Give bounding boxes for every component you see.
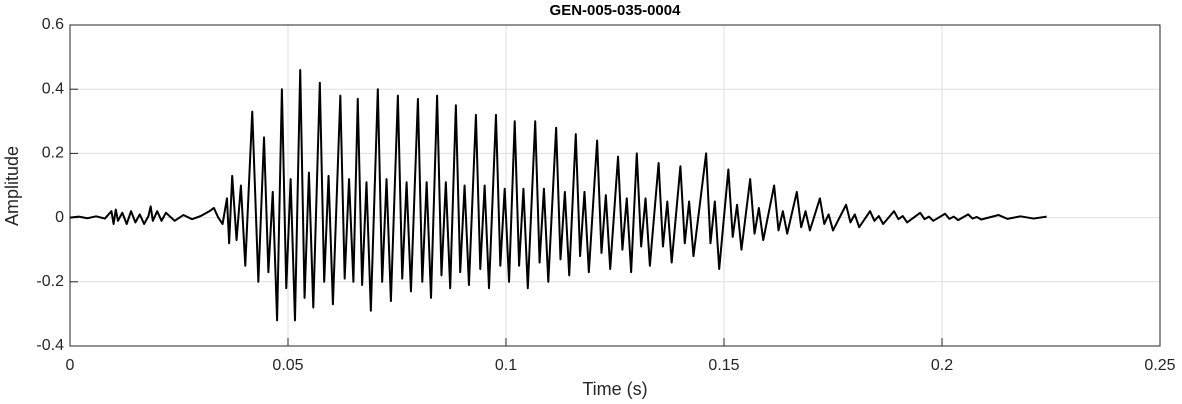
x-axis-label: Time (s) [582,379,647,399]
y-tick-label: -0.2 [36,273,64,290]
x-tick-label: 0.15 [708,357,739,374]
y-tick-label: -0.4 [36,337,64,354]
waveform-line [69,68,1047,322]
x-tick-label: 0.25 [1144,357,1175,374]
x-tick-label: 0.2 [931,357,953,374]
y-tick-label: 0 [55,209,64,226]
plot-frame [69,24,1161,347]
y-tick-label: 0.6 [42,16,64,33]
x-tick-label: 0 [66,357,75,374]
chart-title: GEN-005-035-0004 [550,2,682,19]
y-tick-label: 0.4 [42,80,64,97]
x-tick-label: 0.05 [272,357,303,374]
y-axis-label: Amplitude [2,146,22,226]
x-tick-label: 0.1 [495,357,517,374]
y-tick-label: 0.2 [42,145,64,162]
